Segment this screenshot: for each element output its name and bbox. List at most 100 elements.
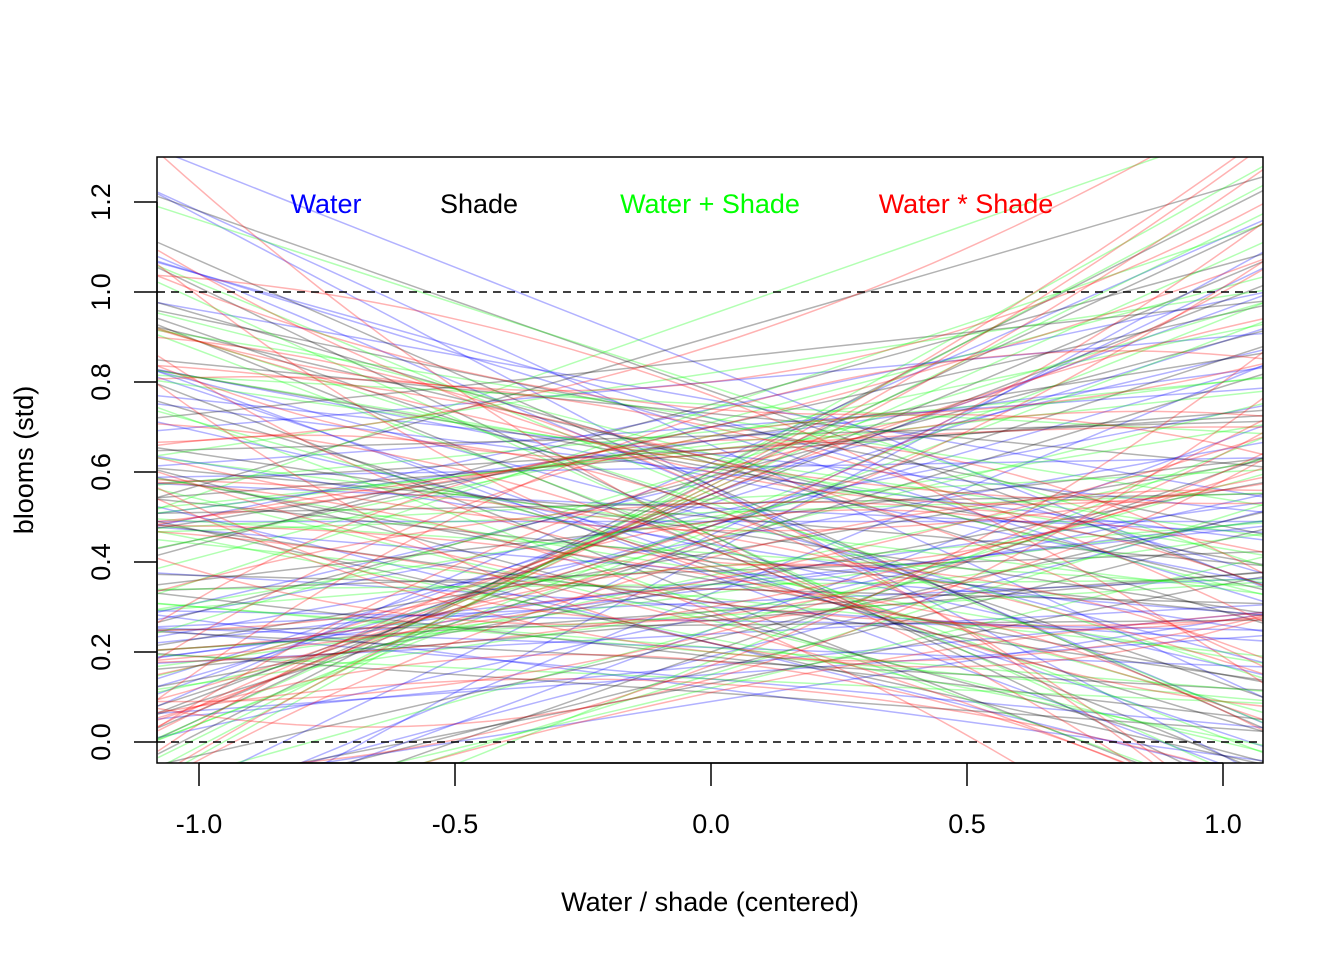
series-line [157,520,1263,658]
series-line [157,241,1263,729]
series-line [233,473,1263,763]
series-line [157,406,1147,763]
series-line [157,431,1263,625]
series-line [157,492,1263,533]
series-line [157,434,1166,763]
series-line [391,556,1263,763]
series-line [157,191,1263,699]
series-line [157,281,1212,763]
y-tick-label: 0.8 [86,363,116,401]
series-line [157,550,1263,592]
series-line [157,267,1185,763]
series-line [157,413,1263,660]
series-line [157,205,1263,567]
series-line [157,256,1263,724]
x-axis-label: Water / shade (centered) [561,887,859,917]
series-line [157,530,1126,763]
legend: Water Shade Water + Shade Water * Shade [290,189,1053,219]
series-line [157,458,1263,622]
series-line [157,291,1263,527]
series-line [157,614,1263,762]
series-line [157,370,1222,763]
series-line [157,212,1263,759]
series-line [157,373,1263,715]
series-line [157,571,1263,670]
series-line [157,383,1140,763]
series-line [157,653,1263,705]
series-line [157,603,1263,692]
series-line [157,509,1263,752]
series-line [392,457,1263,763]
series-line [157,327,1263,505]
series-line [157,405,1263,621]
series-line [157,249,1263,506]
series-line [157,332,1263,432]
series-line [157,402,1263,677]
series-line [343,528,1263,763]
series-line [157,519,1263,668]
series-line [157,359,1263,468]
series-line [157,420,1263,452]
series-line [157,223,1263,595]
series-line [157,421,1263,676]
reference-lines [157,291,1263,743]
x-tick-label: 0.5 [948,809,986,839]
y-tick-label: 1.0 [86,273,116,311]
series-line [157,302,1263,498]
series-line [157,157,1162,510]
series-line [157,336,1155,763]
series-line [157,526,1263,616]
series-line [157,397,1263,728]
series-line [157,652,1263,733]
series-line [157,447,1263,614]
series-line [157,223,1263,740]
series-line [157,538,1263,657]
series-line [157,364,1263,668]
series-line [157,387,1263,467]
series-line [420,503,1263,763]
series-line [157,253,1263,556]
series-line [157,524,1263,721]
series-line [157,370,1263,664]
series-line [157,525,1263,644]
series-line [157,301,1263,624]
series-line [157,604,1263,664]
series-line [304,510,1263,763]
series-line [157,301,1263,634]
series-line [157,479,1263,675]
series-line [157,366,1263,515]
series-line [157,523,1263,681]
series-line [157,368,1263,584]
y-tick-label: 0.0 [86,723,116,761]
y-tick-label: 0.4 [86,543,116,581]
series-line [157,592,1263,721]
series-shade [157,176,1263,763]
series-line [157,157,1153,443]
series-line [157,481,1017,763]
series-line [157,376,1263,748]
series-line [323,251,1263,763]
series-line [157,578,1263,591]
series-line [157,438,1263,623]
series-line [157,355,1263,567]
x-tick-label: 1.0 [1204,809,1242,839]
series-line [157,629,1263,729]
series-line [157,611,1263,720]
series-line [191,489,1263,763]
legend-water-plus-shade: Water + Shade [620,189,800,219]
series-line [157,436,1263,662]
series-line [157,324,1244,763]
series-line [157,467,1263,663]
series-line [157,390,1263,509]
series-line [157,426,1263,526]
y-tick-label: 1.2 [86,183,116,221]
series-line [157,376,1263,623]
series-line [157,264,1263,631]
y-axis: 0.0 0.2 0.4 0.6 0.8 1.0 1.2 [86,183,158,761]
legend-shade: Shade [440,189,518,219]
series-line [157,365,1263,688]
series-line [157,268,1263,460]
series-line [157,457,1263,478]
series-line [157,458,1263,693]
